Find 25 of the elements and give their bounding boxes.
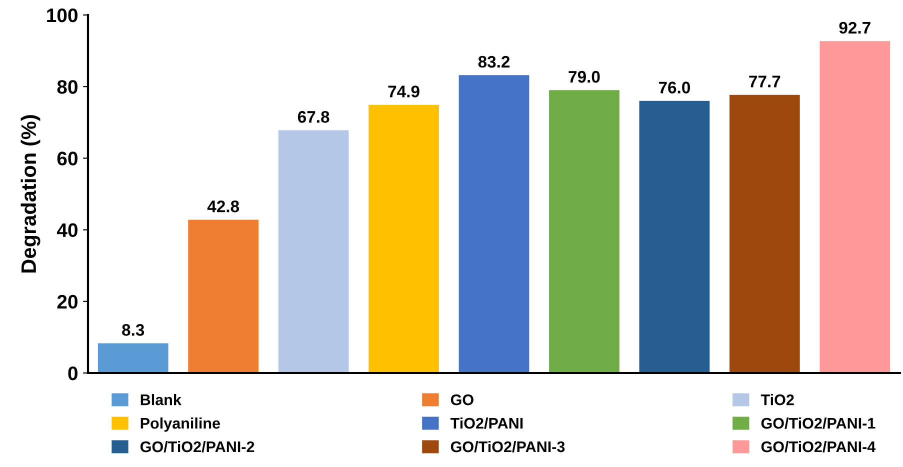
y-tick-label: 60 [57,152,78,166]
data-label: 77.7 [749,76,780,88]
data-label: 42.8 [207,200,240,212]
legend-label: GO/TiO2/PANI-1 [761,417,876,429]
data-label: 83.2 [478,56,510,68]
legend-label: GO/TiO2/PANI-3 [450,440,565,452]
legend-label: GO/TiO2/PANI-4 [761,440,876,452]
legend-label: Blank [140,394,182,406]
legend-label: GO [450,394,474,406]
data-label: 67.8 [298,111,330,123]
y-tick-label: 100 [47,8,78,22]
legend-label: TiO2/PANI [450,417,523,429]
y-tick-label: 40 [56,223,78,238]
y-axis-title: Degradation (%) [20,115,40,272]
y-tick-label: 80 [57,80,78,94]
y-tick-label: 20 [57,294,78,309]
y-tick-label: 0 [68,366,78,380]
legend-label: GO/TiO2/PANI-2 [140,440,254,452]
data-label: 76.0 [658,82,690,94]
legend-label: TiO2 [760,394,794,406]
data-label: 8.3 [122,324,144,336]
legend-label: Polyaniline [140,417,220,432]
data-label: 92.7 [839,22,870,34]
data-label: 74.9 [388,86,420,98]
data-label: 79.0 [568,70,600,83]
